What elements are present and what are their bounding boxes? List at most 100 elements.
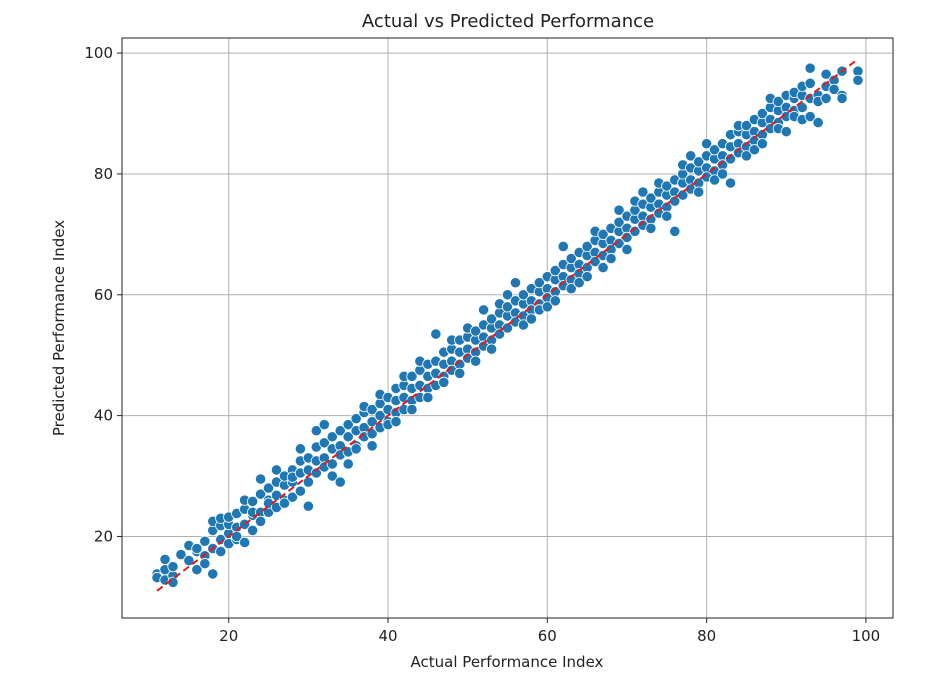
data-point <box>804 77 816 89</box>
data-point <box>310 425 322 437</box>
grid-lines <box>122 38 893 618</box>
data-point <box>390 416 402 428</box>
data-point <box>637 186 649 198</box>
data-point <box>708 144 721 156</box>
data-point <box>326 470 338 482</box>
chart-title: Actual vs Predicted Performance <box>362 11 654 32</box>
data-point <box>406 403 418 416</box>
data-point <box>207 568 219 580</box>
data-point <box>724 153 737 165</box>
data-point <box>836 92 848 105</box>
data-point <box>820 92 832 105</box>
data-point <box>820 68 832 80</box>
data-point <box>756 138 768 150</box>
data-point <box>350 443 362 455</box>
data-point <box>183 555 195 567</box>
data-point <box>326 458 338 470</box>
data-point <box>485 343 498 355</box>
data-point <box>478 304 490 316</box>
data-point <box>278 497 291 509</box>
data-point <box>557 240 569 253</box>
data-point <box>852 74 864 86</box>
data-point <box>454 367 466 379</box>
data-point <box>294 485 307 497</box>
data-point <box>629 225 641 237</box>
data-point <box>470 355 482 367</box>
data-point <box>470 325 482 337</box>
data-point <box>605 252 617 265</box>
data-point <box>342 431 354 443</box>
data-point <box>804 62 816 74</box>
data-point <box>247 524 259 536</box>
data-point <box>772 95 784 108</box>
data-point <box>318 437 330 449</box>
data-point <box>756 107 768 120</box>
data-point <box>366 440 378 452</box>
data-point <box>701 138 713 150</box>
data-point <box>573 277 585 289</box>
data-point <box>247 495 259 507</box>
data-point <box>270 464 283 476</box>
x-axis-ticks: 20 40 60 80 100 <box>219 618 880 645</box>
y-axis-label: Predicted Performance Index <box>50 220 68 436</box>
x-tick-label: 100 <box>852 627 881 645</box>
data-point <box>597 228 609 240</box>
data-point <box>780 126 792 138</box>
data-point <box>541 301 553 313</box>
data-point <box>693 186 705 198</box>
data-point <box>533 277 545 289</box>
data-point <box>748 144 761 156</box>
data-point <box>342 458 354 470</box>
data-point <box>613 204 625 216</box>
x-axis-label: Actual Performance Index <box>411 653 604 671</box>
y-tick-label: 40 <box>94 407 113 425</box>
data-point <box>262 482 275 494</box>
data-point <box>167 561 179 573</box>
data-point <box>406 370 418 382</box>
data-point <box>294 443 307 455</box>
data-point <box>724 177 737 189</box>
data-point <box>812 116 824 129</box>
data-point <box>422 391 434 404</box>
data-point <box>740 120 753 132</box>
data-point <box>438 376 450 388</box>
data-point <box>693 156 705 168</box>
data-point <box>565 252 577 265</box>
data-point <box>565 283 577 295</box>
data-point <box>804 110 816 123</box>
data-point <box>254 488 267 500</box>
data-point <box>828 83 840 95</box>
data-point <box>199 558 211 570</box>
reference-line <box>156 58 859 592</box>
data-point <box>302 500 314 512</box>
data-point <box>254 515 267 527</box>
data-point <box>740 150 753 162</box>
y-tick-label: 80 <box>94 165 113 183</box>
data-point <box>366 403 378 416</box>
data-point <box>191 564 203 576</box>
data-point <box>350 413 362 425</box>
data-point <box>342 419 354 431</box>
plot-frame <box>121 37 894 619</box>
data-point <box>645 192 657 204</box>
data-point <box>326 431 338 443</box>
data-points <box>151 62 864 588</box>
data-point <box>517 289 530 301</box>
data-point <box>621 243 633 256</box>
reference-line-group <box>156 58 859 592</box>
data-point <box>509 277 522 289</box>
data-point <box>549 295 561 307</box>
x-tick-label: 20 <box>219 627 238 645</box>
data-point <box>239 536 251 549</box>
data-point <box>254 473 267 485</box>
data-point <box>708 174 721 186</box>
x-tick-label: 80 <box>697 627 716 645</box>
data-point <box>175 548 187 561</box>
data-point <box>669 225 681 237</box>
data-point <box>645 222 657 234</box>
data-point <box>302 476 314 488</box>
data-point <box>549 265 561 277</box>
data-point <box>661 210 673 222</box>
data-point <box>215 545 227 558</box>
